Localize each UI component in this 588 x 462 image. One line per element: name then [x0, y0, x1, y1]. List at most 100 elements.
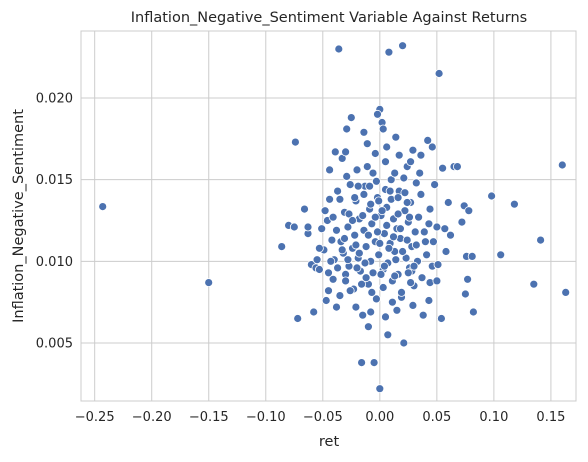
data-point — [337, 245, 347, 255]
data-point — [381, 312, 390, 322]
data-point — [391, 132, 401, 142]
data-point — [345, 286, 355, 296]
data-point — [312, 255, 322, 265]
data-point — [328, 212, 338, 222]
data-point — [289, 222, 299, 232]
data-point — [468, 307, 478, 317]
data-point — [360, 258, 370, 268]
plot-frame — [80, 30, 577, 402]
data-point — [381, 157, 390, 167]
data-point — [353, 181, 363, 191]
data-point — [417, 273, 427, 283]
data-point — [357, 279, 367, 289]
data-point — [402, 198, 412, 207]
data-point — [496, 250, 506, 260]
data-point — [375, 384, 385, 394]
data-point — [452, 162, 462, 172]
data-point — [384, 243, 394, 253]
data-point — [390, 168, 400, 178]
data-point — [368, 168, 378, 178]
data-point — [419, 227, 429, 237]
data-point — [387, 297, 397, 307]
x-tick-label: −0.05 — [303, 410, 343, 425]
data-point — [328, 274, 338, 284]
data-point — [382, 220, 392, 230]
data-point — [432, 276, 442, 286]
data-point — [383, 330, 393, 340]
data-point — [390, 271, 400, 281]
data-point — [366, 199, 376, 209]
data-point — [361, 273, 371, 283]
x-tick-label: 0.00 — [365, 410, 394, 425]
x-tick-label: −0.25 — [75, 410, 115, 425]
data-point — [457, 217, 467, 227]
data-point — [467, 251, 477, 261]
data-point — [424, 219, 434, 229]
data-point — [399, 173, 409, 183]
data-point — [325, 165, 335, 175]
data-point — [374, 250, 384, 260]
data-point — [446, 230, 455, 240]
data-point — [379, 261, 389, 271]
data-point — [373, 227, 382, 237]
data-point — [317, 224, 327, 234]
data-point — [348, 216, 357, 225]
data-point — [382, 142, 392, 152]
data-point — [343, 255, 353, 265]
data-point — [420, 237, 430, 247]
data-point — [314, 243, 324, 253]
data-point — [98, 202, 108, 212]
data-point — [359, 189, 369, 199]
data-point — [463, 274, 473, 284]
data-point — [370, 212, 380, 222]
data-point — [365, 181, 375, 191]
data-point — [357, 358, 367, 368]
data-point — [204, 278, 214, 288]
data-point — [324, 268, 333, 278]
data-point — [440, 224, 450, 234]
data-point — [341, 147, 351, 157]
data-point — [394, 150, 404, 160]
data-point — [362, 139, 372, 149]
x-axis-label: ret — [319, 434, 340, 450]
data-point — [408, 300, 418, 310]
data-point — [277, 242, 287, 252]
data-point — [403, 268, 413, 278]
data-point — [332, 225, 341, 235]
data-point — [385, 186, 395, 196]
data-point — [427, 142, 437, 152]
data-point — [393, 209, 403, 219]
data-point — [363, 322, 373, 332]
data-point — [369, 358, 379, 368]
data-point — [359, 127, 369, 137]
data-point — [389, 232, 398, 242]
data-point — [561, 287, 571, 297]
data-point — [384, 47, 394, 57]
data-point — [327, 235, 337, 245]
data-point — [411, 240, 421, 250]
data-point — [335, 291, 345, 301]
data-point — [433, 260, 443, 270]
data-point — [371, 294, 381, 304]
data-point — [354, 248, 364, 258]
data-point — [350, 193, 360, 203]
data-point — [363, 230, 373, 240]
grid — [81, 31, 576, 401]
data-point — [536, 235, 545, 245]
data-point — [342, 171, 352, 181]
data-point — [326, 256, 336, 266]
data-point — [430, 180, 440, 190]
data-point — [351, 240, 361, 250]
data-point — [398, 41, 408, 51]
data-point — [378, 124, 388, 134]
points — [98, 41, 571, 394]
data-point — [487, 191, 497, 201]
data-point — [510, 199, 519, 209]
y-tick-label: 0.020 — [36, 91, 73, 106]
data-point — [371, 176, 381, 186]
x-tick-label: −0.10 — [246, 410, 286, 425]
x-tick-label: −0.20 — [132, 410, 172, 425]
y-tick-label: 0.005 — [36, 337, 73, 352]
